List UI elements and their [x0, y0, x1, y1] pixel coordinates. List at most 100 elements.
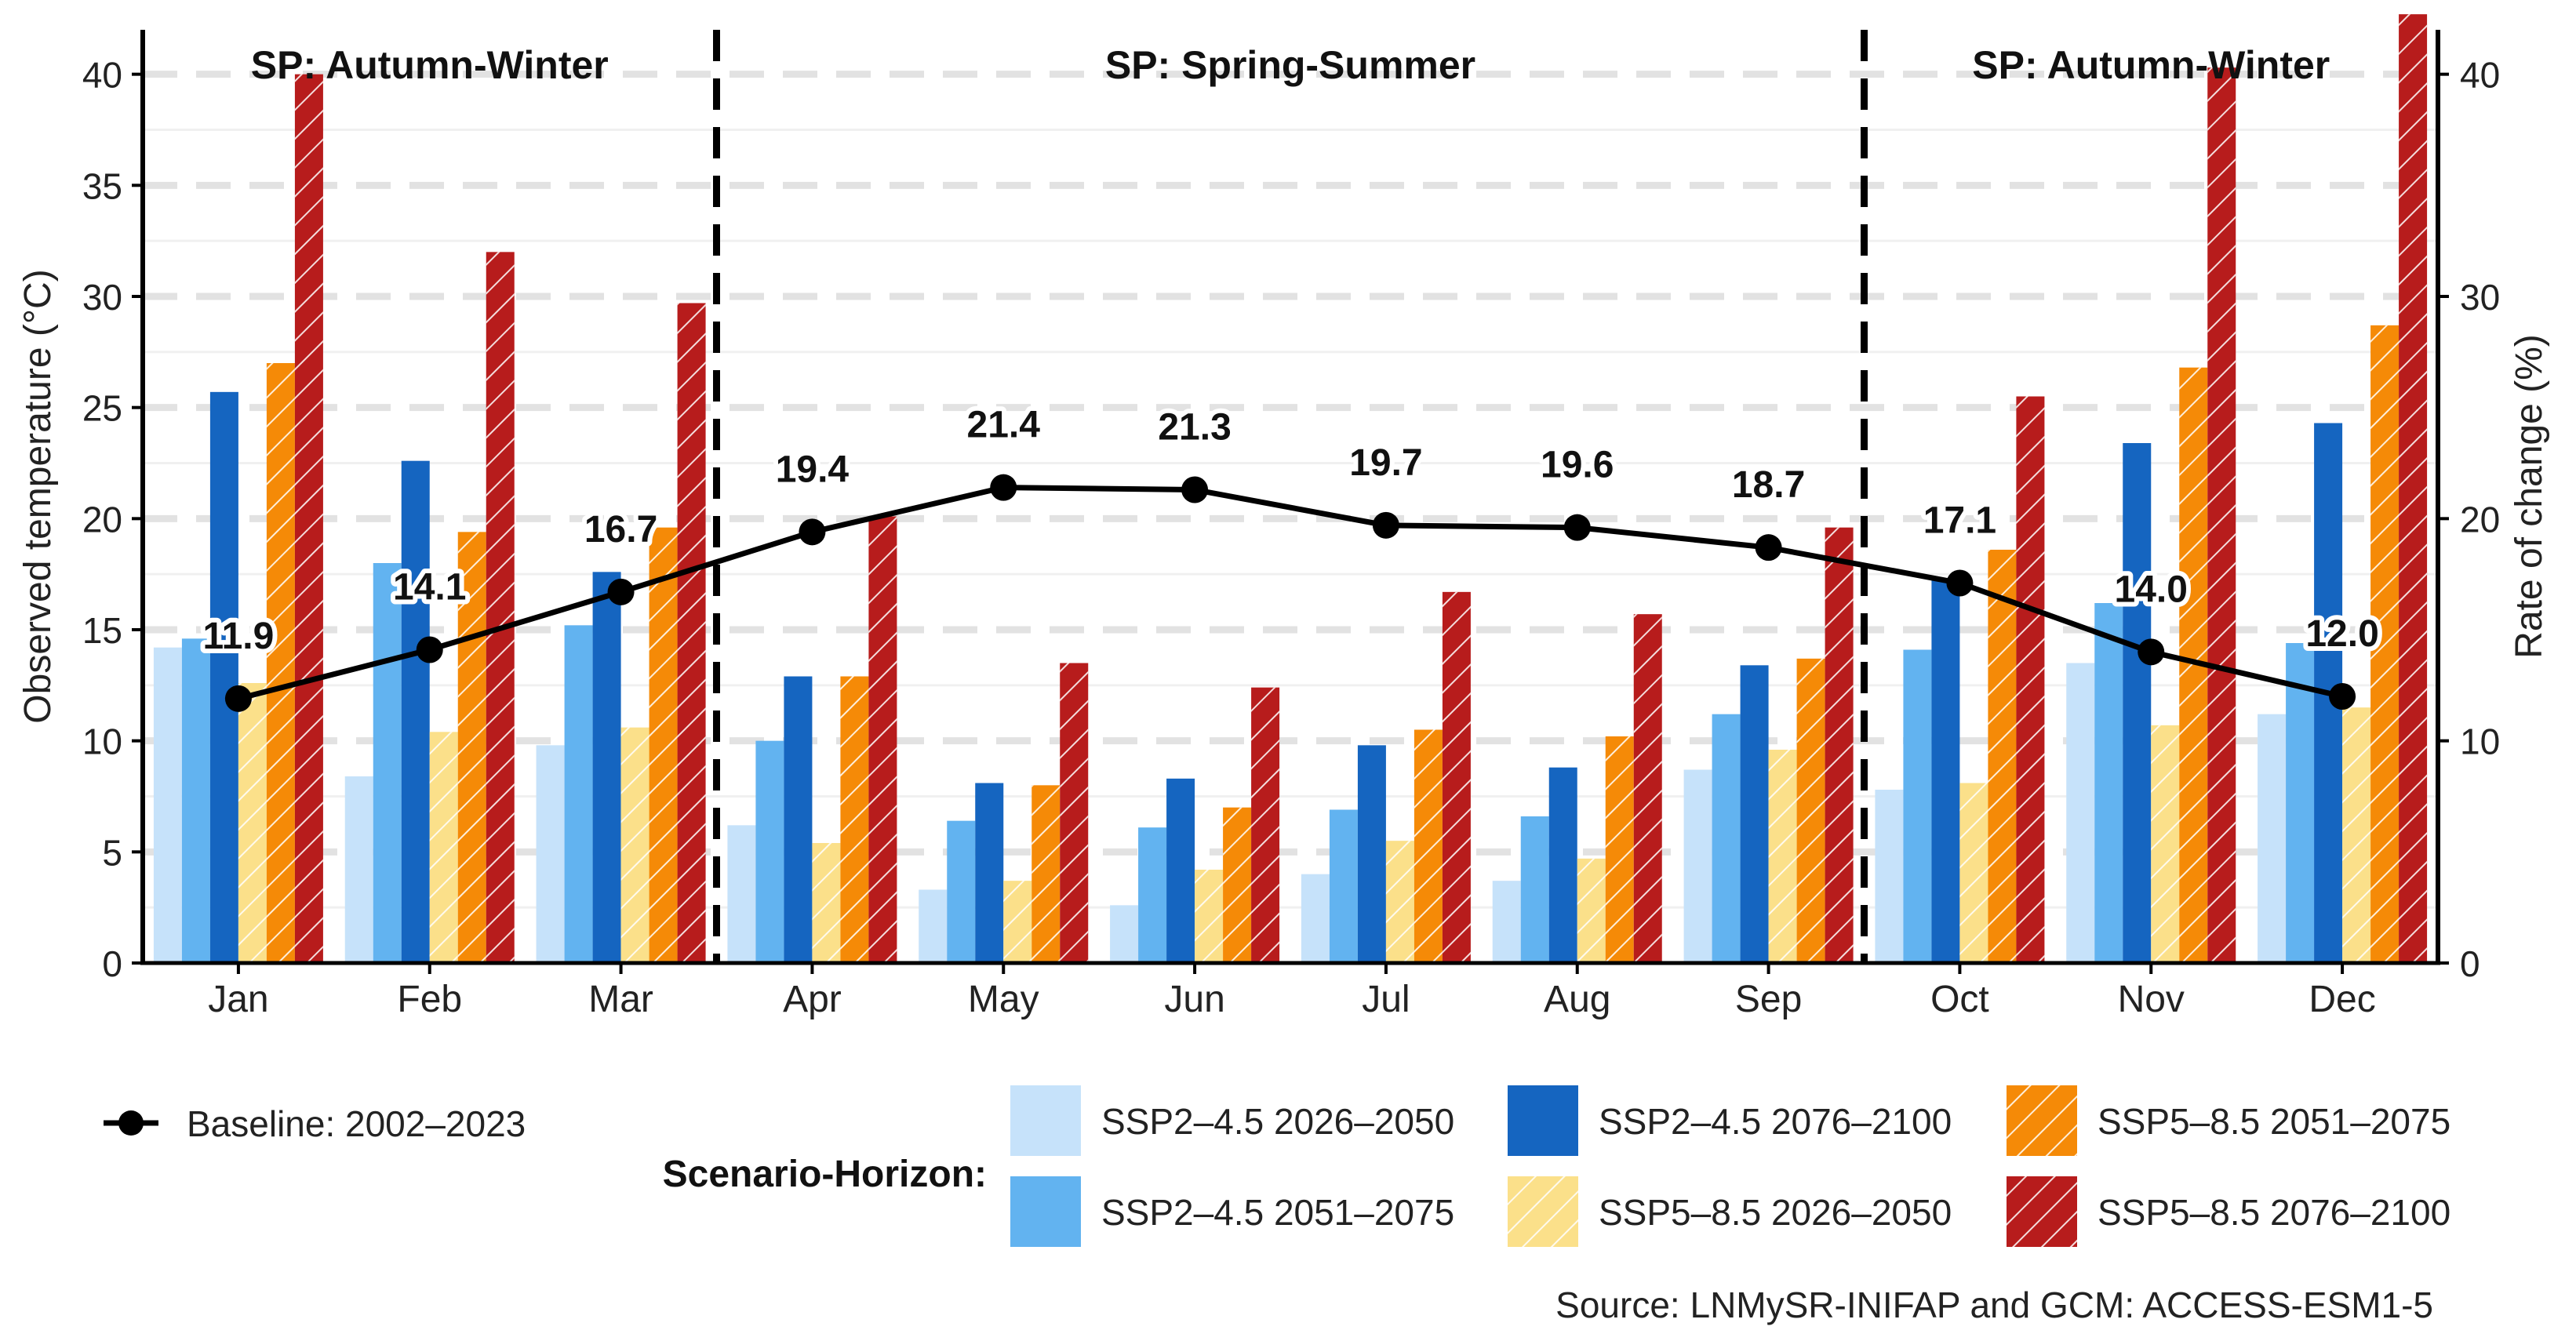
- baseline-data-label: 11.9: [203, 616, 275, 657]
- bar: [1548, 767, 1577, 963]
- bar-hatch: [1768, 750, 1797, 963]
- baseline-data-label: 12.0: [2305, 613, 2378, 655]
- bar: [1166, 778, 1195, 963]
- bar-hatch: [2151, 725, 2180, 963]
- legend-swatch: [1010, 1176, 1081, 1247]
- baseline-point: [1563, 514, 1591, 541]
- bar-hatch: [2370, 325, 2400, 963]
- bar: [975, 783, 1004, 963]
- baseline-data-label: 16.7: [584, 509, 657, 551]
- bar-hatch: [1031, 785, 1061, 963]
- x-tick-label: Nov: [2118, 979, 2185, 1020]
- bar-hatch: [1385, 841, 1414, 963]
- bar: [401, 460, 430, 963]
- legend-title: Scenario-Horizon:: [663, 1154, 987, 1195]
- y-tick-label-left: 10: [82, 721, 122, 762]
- baseline-data-label: 14.1: [393, 567, 466, 609]
- baseline-data-label: 21.3: [1158, 407, 1231, 449]
- baseline-point: [990, 474, 1017, 501]
- bar-hatch: [1959, 783, 1988, 963]
- period-label: SP: Spring-Summer: [1105, 43, 1475, 87]
- y-axis-label-right: Rate of change (%): [2509, 334, 2550, 659]
- bar: [784, 676, 813, 963]
- bar-hatch: [486, 252, 515, 963]
- bar: [181, 638, 210, 963]
- bar: [2258, 714, 2287, 963]
- legend-swatch: [1508, 1085, 1578, 1156]
- bar: [373, 563, 402, 963]
- x-tick-label: Jun: [1164, 979, 1224, 1020]
- bar: [1329, 809, 1358, 963]
- bar: [1683, 769, 1712, 963]
- baseline-point: [2329, 683, 2356, 710]
- bar-hatch: [457, 532, 486, 963]
- x-tick-label: Aug: [1544, 979, 1610, 1020]
- y-axis-label-left: Observed temperature (°C): [17, 269, 59, 723]
- baseline-point: [1181, 476, 1209, 503]
- bar-hatch: [1988, 550, 2017, 963]
- bar: [727, 825, 756, 963]
- axes: 0 5 10 15 20 25 30 35 40 0 10 20 30 40 Jan Feb Mar Apr May…: [17, 30, 2550, 1020]
- period-label: SP: Autumn-Winter: [251, 43, 609, 87]
- y-tick-label-left: 20: [82, 499, 122, 540]
- legend-baseline-point: [118, 1110, 144, 1136]
- bar: [755, 740, 784, 963]
- bar-hatch: [649, 527, 678, 963]
- bar: [153, 647, 182, 963]
- legend: Baseline: 2002–2023 Scenario-Horizon: SSP2…: [104, 1085, 2450, 1325]
- bar-hatch: [1796, 658, 1825, 963]
- y-tick-label-right: 20: [2460, 499, 2500, 540]
- legend-entry-label: SSP2–4.5 2026–2050: [1101, 1101, 1454, 1142]
- bar: [1931, 578, 1960, 963]
- baseline-data-label: 19.7: [1349, 442, 1422, 484]
- x-tick-label: May: [968, 979, 1039, 1020]
- bar: [1301, 874, 1330, 963]
- bar: [564, 625, 593, 963]
- bar-hatch: [1223, 807, 1252, 963]
- bar-hatch: [2342, 707, 2371, 963]
- y-tick-label-left: 30: [82, 277, 122, 318]
- bar: [919, 889, 948, 963]
- period-labels: SP: Autumn-Winter SP: Spring-Summer SP: Au…: [251, 43, 2330, 87]
- x-tick-label: Jul: [1362, 979, 1410, 1020]
- baseline-point: [799, 518, 826, 546]
- legend-entry-label: SSP5–8.5 2076–2100: [2098, 1192, 2450, 1233]
- y-tick-label-left: 25: [82, 388, 122, 429]
- y-tick-label-right: 40: [2460, 55, 2500, 96]
- y-tick-label-left: 35: [82, 165, 122, 206]
- period-label: SP: Autumn-Winter: [1972, 43, 2330, 87]
- source-note: Source: LNMySR-INIFAP and GCM: ACCESS-ES…: [1555, 1285, 2433, 1325]
- x-tick-label: Jan: [208, 979, 268, 1020]
- bar-hatch: [1195, 870, 1224, 963]
- bar-hatch: [1633, 614, 1662, 963]
- baseline-data-label: 21.4: [967, 405, 1041, 446]
- bar-hatch: [266, 363, 295, 963]
- bar-hatch: [812, 843, 841, 963]
- baseline-data-label: 17.1: [1923, 500, 1996, 542]
- bar-hatch: [429, 732, 458, 963]
- bar-hatch: [294, 74, 323, 964]
- bar-hatch: [1442, 591, 1471, 963]
- bar: [2123, 443, 2152, 963]
- legend-entry-label: SSP5–8.5 2051–2075: [2098, 1101, 2450, 1142]
- baseline-point: [1755, 534, 1782, 561]
- baseline-point: [1946, 569, 1974, 597]
- bar-hatch: [2207, 67, 2236, 964]
- bar: [536, 745, 565, 963]
- x-tick-label: Oct: [1930, 979, 1989, 1020]
- bar-hatch: [2016, 396, 2045, 963]
- bar-hatch: [677, 303, 706, 963]
- bar: [1110, 905, 1139, 963]
- bar: [1520, 816, 1549, 963]
- baseline-data-label: 18.7: [1732, 464, 1805, 506]
- bar: [209, 391, 238, 963]
- y-tick-label-right: 0: [2460, 943, 2480, 984]
- bar-hatch: [238, 683, 267, 963]
- baseline-point: [224, 685, 252, 712]
- legend-entry-label: SSP2–4.5 2051–2075: [1101, 1192, 1454, 1233]
- bar-hatch: [1825, 527, 1854, 963]
- legend-entry-label: SSP5–8.5 2026–2050: [1599, 1192, 1952, 1233]
- y-tick-label-right: 10: [2460, 721, 2500, 762]
- legend-swatch: [1010, 1085, 1081, 1156]
- baseline-point: [607, 578, 635, 605]
